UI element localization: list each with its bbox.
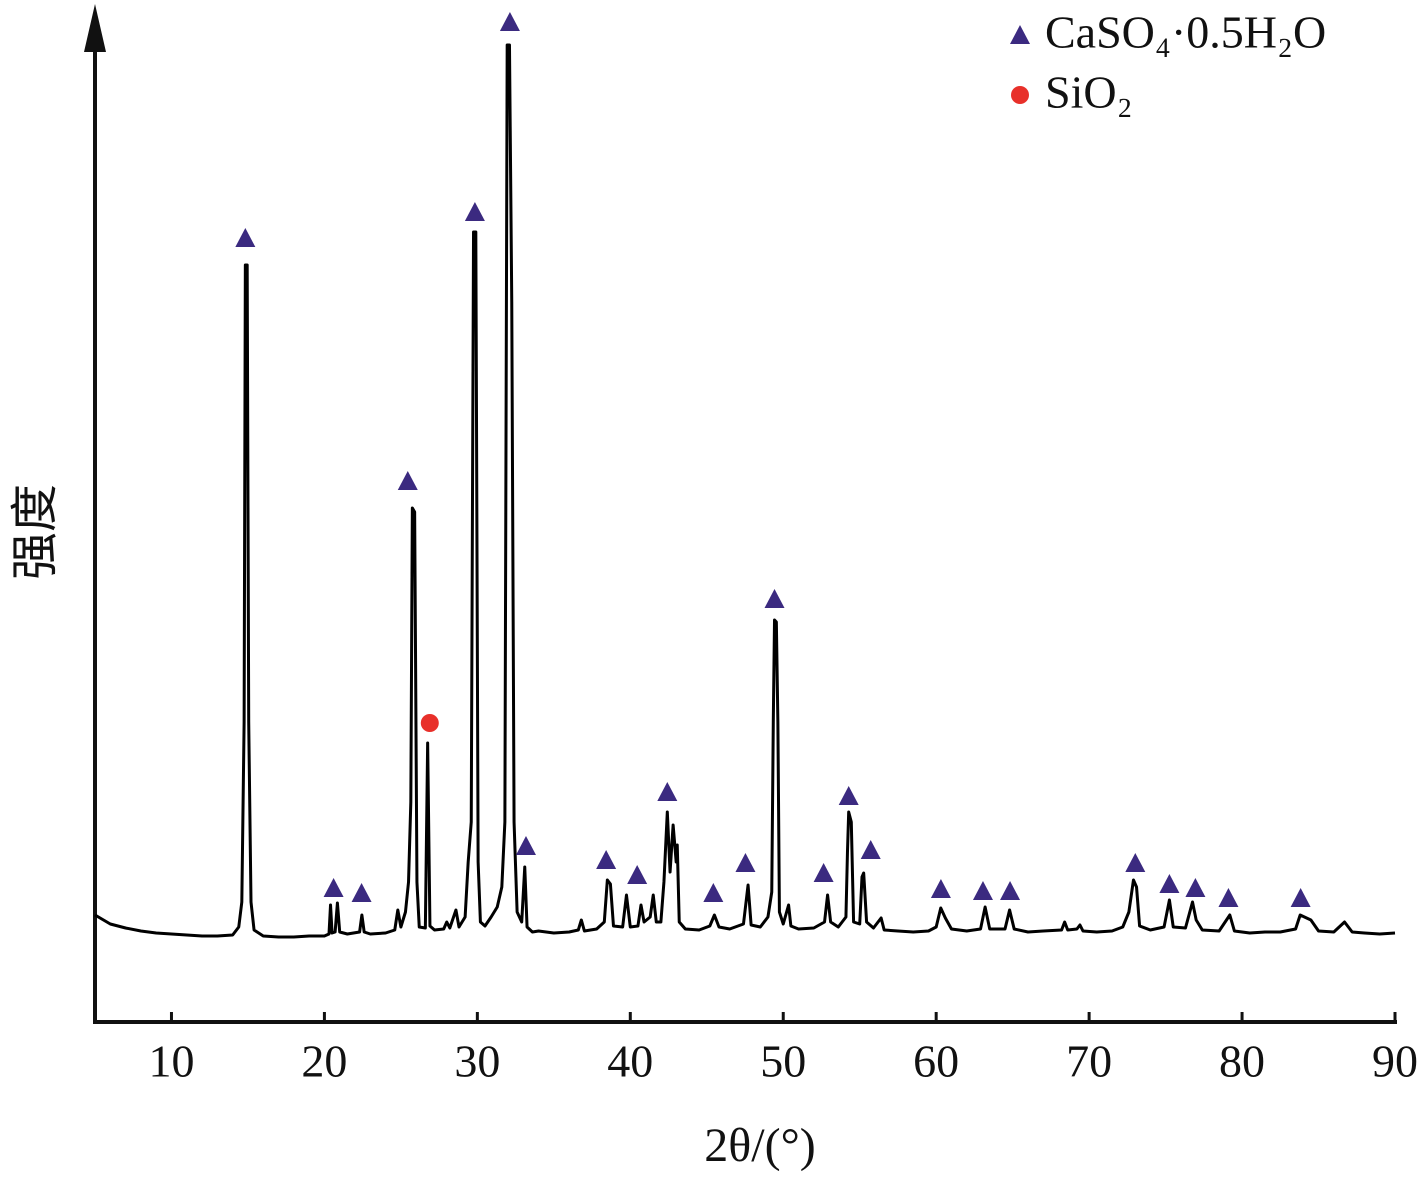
marker-triangle: [764, 589, 785, 608]
marker-triangle: [596, 850, 617, 869]
legend-label: SiO₂: [1045, 67, 1133, 118]
x-tick-label: 80: [1219, 1036, 1265, 1087]
x-tick-label: 40: [607, 1036, 653, 1087]
marker-triangle: [838, 786, 859, 805]
marker-triangle: [1185, 878, 1206, 897]
xrd-pattern: [94, 43, 1396, 939]
marker-triangle: [499, 12, 520, 31]
marker-triangle: [1000, 881, 1021, 900]
marker-triangle: [235, 228, 256, 247]
x-tick-label: 70: [1066, 1036, 1112, 1087]
marker-triangle: [813, 863, 834, 882]
marker-triangle: [930, 879, 951, 898]
marker-triangle: [860, 840, 881, 859]
marker-triangle: [515, 836, 536, 855]
marker-triangle: [735, 853, 756, 872]
x-tick-label: 10: [148, 1036, 194, 1087]
marker-triangle: [657, 782, 678, 801]
x-tick-label: 50: [760, 1036, 806, 1087]
marker-triangle: [397, 471, 418, 490]
marker-triangle: [972, 881, 993, 900]
marker-triangle: [1125, 853, 1146, 872]
y-axis-arrow: [84, 4, 106, 52]
x-tick-label: 60: [913, 1036, 959, 1087]
x-tick-label: 90: [1372, 1036, 1417, 1087]
marker-triangle: [1290, 888, 1311, 907]
marker-circle: [420, 714, 439, 732]
x-axis-title: 2θ/(°): [704, 1119, 816, 1172]
marker-triangle: [703, 883, 724, 902]
x-tick-label: 20: [301, 1036, 347, 1087]
y-axis-title: 强度: [9, 484, 62, 580]
marker-circle: [1011, 86, 1029, 104]
marker-triangle: [464, 202, 485, 221]
marker-triangle: [1159, 874, 1180, 893]
marker-triangle: [627, 865, 648, 884]
marker-triangle: [1010, 25, 1030, 44]
marker-triangle: [1218, 888, 1239, 907]
marker-triangle: [323, 878, 344, 897]
x-tick-label: 30: [454, 1036, 500, 1087]
legend-label: CaSO₄·0.5H₂O: [1045, 7, 1326, 58]
marker-triangle: [351, 883, 372, 902]
